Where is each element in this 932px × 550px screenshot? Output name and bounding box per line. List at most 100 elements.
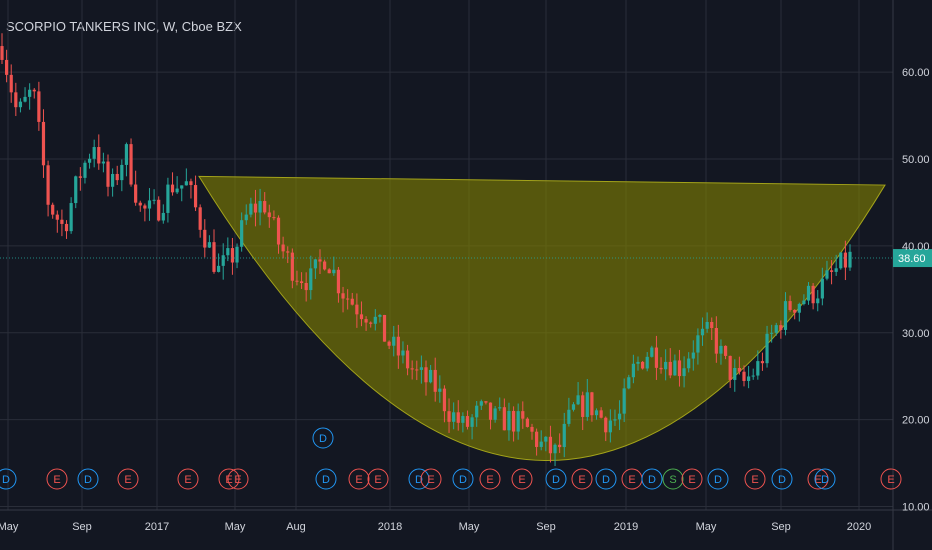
candle-body <box>46 165 50 205</box>
candle-body <box>590 392 594 416</box>
candle-body <box>488 402 493 420</box>
event-marker-label: D <box>552 474 560 486</box>
earnings-marker[interactable] <box>479 468 501 490</box>
candle-body <box>226 248 230 256</box>
dividend-marker[interactable] <box>707 468 729 490</box>
earnings-marker[interactable] <box>571 468 593 490</box>
dividend-marker[interactable] <box>595 468 617 490</box>
candle-body <box>636 361 640 364</box>
candle-body <box>733 368 737 380</box>
candle-body <box>350 298 354 305</box>
x-tick-label: 2019 <box>614 521 638 533</box>
event-marker-label: E <box>751 474 758 486</box>
candle-body <box>617 413 622 420</box>
candle-body <box>613 419 617 421</box>
candle-body <box>111 173 115 187</box>
candle-body <box>286 251 290 253</box>
earnings-marker[interactable] <box>511 468 533 490</box>
x-tick-label: 2020 <box>847 521 871 533</box>
earnings-marker[interactable] <box>880 468 902 490</box>
candle-body <box>180 185 184 189</box>
candle-body <box>97 147 101 164</box>
event-marker-label: D <box>319 433 327 445</box>
earnings-marker[interactable] <box>46 468 68 490</box>
candle-body <box>521 411 525 419</box>
earnings-marker[interactable] <box>420 468 442 490</box>
candle-body <box>452 412 456 422</box>
y-tick-label: 20.00 <box>902 415 930 427</box>
earnings-marker[interactable] <box>367 468 389 490</box>
candle-body <box>9 74 13 93</box>
event-marker-label: D <box>459 474 467 486</box>
event-marker-label: E <box>578 474 585 486</box>
candle-body <box>55 214 59 220</box>
candle-body <box>484 401 488 403</box>
candle-body <box>793 309 797 313</box>
earnings-marker[interactable] <box>117 468 139 490</box>
candle-body <box>571 404 576 410</box>
candle-body <box>323 261 327 270</box>
candle-body <box>696 335 700 353</box>
candle-body <box>779 325 783 330</box>
candle-body <box>631 363 635 378</box>
event-marker-label: D <box>714 474 722 486</box>
x-tick-label: Sep <box>536 521 556 533</box>
candle-body <box>18 101 23 108</box>
candle-body <box>479 401 483 406</box>
candle-body <box>336 269 341 294</box>
dividend-marker[interactable] <box>77 468 99 490</box>
candle-body <box>281 244 285 252</box>
candle-body <box>14 92 18 108</box>
candle-body <box>364 319 368 323</box>
candle-body <box>166 184 170 213</box>
candle-body <box>138 202 142 206</box>
dividend-marker[interactable] <box>315 468 337 490</box>
dividend-marker[interactable] <box>814 468 836 490</box>
candle-body <box>267 212 271 218</box>
dividend-marker[interactable] <box>771 468 793 490</box>
dividend-marker[interactable] <box>545 468 567 490</box>
candle-body <box>677 360 682 377</box>
earnings-marker[interactable] <box>744 468 766 490</box>
candle-body <box>221 255 225 266</box>
candle-body <box>664 361 668 370</box>
earnings-marker[interactable] <box>177 468 199 490</box>
candle-body <box>447 411 451 422</box>
candle-body <box>5 59 9 75</box>
candle-body <box>295 280 299 282</box>
candle-body <box>193 185 198 208</box>
candle-body <box>705 321 709 329</box>
candle-body <box>585 392 589 417</box>
dividend-marker[interactable] <box>0 468 17 490</box>
candle-body <box>369 322 373 324</box>
candle-body <box>645 356 649 369</box>
earnings-marker[interactable] <box>227 468 249 490</box>
earnings-marker[interactable] <box>681 468 703 490</box>
candle-body <box>198 207 202 230</box>
candle-body <box>751 375 755 377</box>
dividend-marker[interactable] <box>312 427 334 449</box>
candle-body <box>673 360 677 376</box>
dividend-marker[interactable] <box>408 468 430 490</box>
y-tick-label: 60.00 <box>902 67 930 79</box>
split-marker[interactable] <box>662 468 684 490</box>
candle-body <box>249 203 253 215</box>
chart-title: SCORPIO TANKERS INC, W, Cboe BZX <box>6 19 242 34</box>
cup-area <box>198 175 886 461</box>
candle-body <box>783 301 788 330</box>
earnings-marker[interactable] <box>807 468 829 490</box>
candle-body <box>170 184 175 193</box>
candle-body <box>263 201 267 213</box>
event-marker-label: E <box>374 474 381 486</box>
dividend-marker[interactable] <box>452 468 474 490</box>
earnings-marker[interactable] <box>218 468 240 490</box>
dividend-marker[interactable] <box>641 468 663 490</box>
candle-body <box>525 418 529 427</box>
earnings-marker[interactable] <box>348 468 370 490</box>
x-tick-label: Sep <box>72 521 92 533</box>
y-tick-label: 40.00 <box>902 241 930 253</box>
candle-body <box>502 407 506 431</box>
candle-body <box>355 304 359 315</box>
candle-body <box>562 423 566 448</box>
